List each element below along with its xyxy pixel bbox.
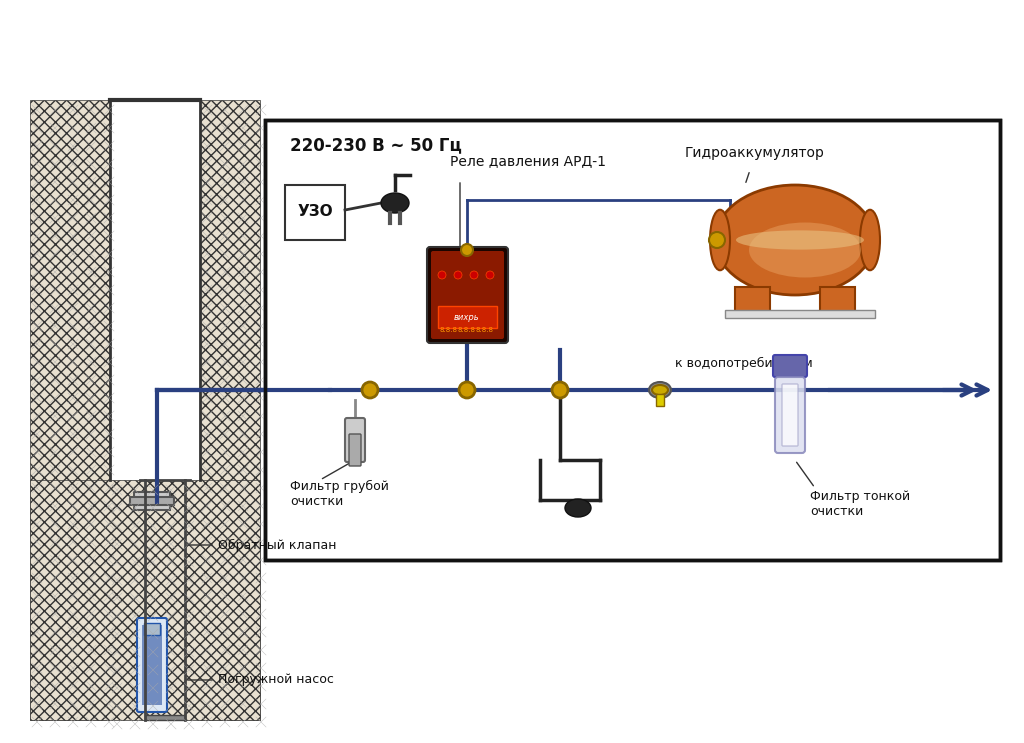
Bar: [735, 287, 770, 315]
Circle shape: [459, 382, 475, 398]
Ellipse shape: [736, 230, 864, 250]
Bar: [130, 497, 174, 505]
Polygon shape: [200, 100, 260, 720]
Circle shape: [470, 271, 478, 279]
Bar: [134, 492, 170, 510]
Polygon shape: [30, 100, 110, 720]
Bar: [265, 120, 1000, 560]
Bar: [656, 394, 664, 406]
Circle shape: [438, 271, 446, 279]
Ellipse shape: [860, 210, 880, 270]
Circle shape: [454, 271, 462, 279]
Text: Гидроаккумулятор: Гидроаккумулятор: [685, 146, 825, 160]
FancyBboxPatch shape: [775, 377, 805, 453]
Text: Погружной насос: Погружной насос: [218, 673, 334, 687]
FancyBboxPatch shape: [345, 418, 365, 462]
Text: Обратный клапан: Обратный клапан: [218, 539, 337, 551]
Circle shape: [552, 382, 568, 398]
Text: 220-230 В ~ 50 Гц: 220-230 В ~ 50 Гц: [290, 136, 462, 154]
FancyBboxPatch shape: [137, 618, 167, 712]
Ellipse shape: [649, 382, 671, 398]
Text: Реле давления АРД-1: Реле давления АРД-1: [450, 154, 606, 168]
Ellipse shape: [652, 385, 668, 395]
Text: к водопотребителям: к водопотребителям: [675, 357, 813, 370]
FancyBboxPatch shape: [431, 251, 504, 339]
Circle shape: [461, 244, 473, 256]
Text: 8.8.8: 8.8.8: [457, 327, 475, 333]
Circle shape: [486, 271, 494, 279]
Bar: [820, 287, 855, 315]
Text: вихрь: вихрь: [455, 313, 480, 322]
Text: Фильтр тонкой
очистки: Фильтр тонкой очистки: [810, 490, 910, 518]
Text: 8.8.8: 8.8.8: [439, 327, 457, 333]
Text: УЗО: УЗО: [297, 204, 333, 219]
Bar: [285, 185, 345, 240]
Ellipse shape: [749, 222, 861, 277]
Ellipse shape: [381, 193, 409, 213]
Circle shape: [362, 382, 378, 398]
Polygon shape: [30, 480, 260, 720]
Bar: [265, 120, 1000, 560]
Ellipse shape: [715, 185, 874, 295]
Bar: [145, 715, 185, 720]
Ellipse shape: [710, 210, 730, 270]
FancyBboxPatch shape: [427, 247, 508, 343]
FancyBboxPatch shape: [782, 384, 798, 446]
Ellipse shape: [565, 499, 591, 517]
Bar: [142, 625, 162, 705]
Circle shape: [709, 232, 725, 248]
Text: Фильтр грубой
очистки: Фильтр грубой очистки: [290, 480, 389, 508]
Bar: [438, 306, 497, 328]
Text: 8.8.8: 8.8.8: [475, 327, 493, 333]
Polygon shape: [110, 100, 200, 480]
FancyBboxPatch shape: [349, 434, 361, 466]
FancyBboxPatch shape: [773, 355, 807, 377]
Bar: [144, 623, 160, 635]
Bar: [725, 310, 874, 318]
